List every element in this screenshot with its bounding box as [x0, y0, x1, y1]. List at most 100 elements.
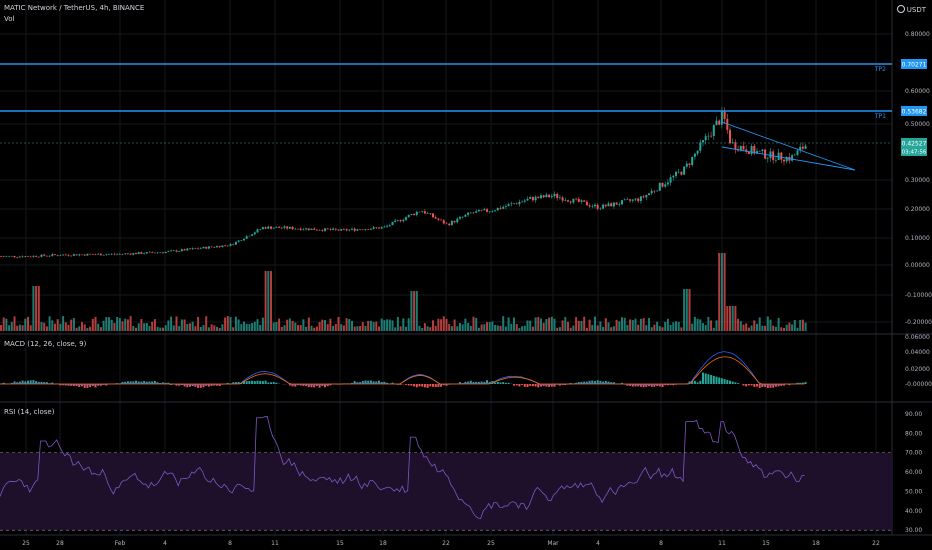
candle — [361, 229, 364, 231]
volume-bar — [399, 326, 402, 331]
macd-histogram-bar — [232, 382, 235, 384]
volume-bar — [337, 316, 340, 331]
macd-tick-label: 0.06000 — [905, 334, 930, 341]
macd-histogram-bar — [588, 380, 591, 384]
macd-histogram-bar — [243, 380, 245, 384]
candle — [213, 247, 216, 248]
volume-bar — [577, 320, 580, 331]
volume-bar — [102, 320, 105, 331]
time-tick-label: 18 — [379, 540, 387, 547]
macd-histogram-bar — [191, 384, 194, 387]
candle — [421, 211, 424, 212]
macd-histogram-bar — [148, 381, 151, 384]
candle — [10, 255, 13, 257]
volume-bar — [86, 327, 89, 331]
volume-bar — [221, 324, 224, 331]
volume-bars — [0, 253, 807, 331]
macd-histogram-bar — [758, 384, 761, 388]
volume-bar — [183, 319, 186, 331]
macd-histogram-bar — [86, 384, 89, 388]
candle — [693, 153, 696, 157]
price-tick-label: 0.10000 — [905, 235, 930, 242]
macd-histogram-bar — [766, 384, 769, 388]
candle — [494, 210, 497, 212]
candle — [634, 198, 637, 200]
volume-bar — [448, 323, 451, 331]
candle — [472, 212, 475, 214]
candle — [596, 204, 599, 209]
volume-bar — [35, 286, 38, 331]
macd-histogram-bar — [167, 382, 170, 384]
volume-bar — [383, 320, 386, 331]
volume-bar — [729, 306, 731, 331]
candle — [194, 248, 197, 249]
macd-histogram-bar — [369, 380, 372, 384]
candle — [388, 225, 391, 226]
candle — [680, 171, 683, 175]
volume-bar — [267, 271, 270, 331]
candle — [507, 204, 510, 207]
volume-bar — [585, 327, 588, 331]
candle — [437, 218, 440, 220]
macd-histogram-bar — [469, 380, 472, 384]
macd-histogram-bar — [429, 384, 432, 387]
volume-bar — [210, 324, 213, 331]
macd-histogram-bar — [531, 384, 534, 387]
candle — [5, 256, 8, 257]
volume-bar — [410, 291, 413, 331]
volume-bar — [583, 316, 586, 331]
volume-bar — [54, 323, 56, 331]
macd-histogram-bar — [151, 381, 154, 384]
volume-bar — [731, 306, 734, 331]
macd-histogram-bar — [731, 381, 734, 384]
volume-bar — [351, 320, 353, 331]
candle — [612, 202, 615, 207]
macd-histogram-bar — [621, 382, 623, 384]
candle — [459, 216, 461, 219]
volume-bar — [256, 319, 259, 331]
candle — [642, 196, 645, 198]
volume-bar — [421, 327, 424, 331]
candle — [658, 182, 661, 191]
volume-bar — [194, 326, 197, 331]
candle — [140, 252, 143, 254]
candle — [413, 213, 416, 215]
volume-bar — [388, 319, 391, 331]
macd-histogram-bar — [545, 384, 548, 387]
volume-bar — [189, 323, 191, 331]
macd-histogram-bar — [645, 384, 648, 387]
macd-histogram-bar — [51, 382, 54, 384]
candle — [434, 217, 437, 219]
macd-tick-label: 0.02000 — [905, 366, 930, 373]
volume-bar — [553, 318, 556, 331]
volume-bar — [407, 318, 410, 331]
currency-selector[interactable]: USDT — [896, 5, 926, 14]
macd-histogram-bar — [699, 380, 702, 384]
macd-histogram-bar — [143, 381, 146, 384]
time-tick-label: Feb — [115, 540, 126, 547]
volume-bar — [2, 317, 5, 331]
candle — [367, 229, 370, 230]
candle — [691, 156, 694, 166]
candle — [753, 145, 756, 154]
candle — [27, 256, 29, 257]
candle — [83, 254, 86, 256]
macd-histogram-bar — [523, 384, 526, 387]
macd-histogram-bar — [437, 384, 440, 387]
volume-bar — [353, 326, 356, 331]
currency-icon — [896, 5, 905, 13]
candle — [477, 209, 480, 212]
time-tick-label: 25 — [22, 540, 30, 547]
candle — [286, 226, 289, 229]
volume-bar — [59, 323, 62, 331]
candle — [585, 201, 588, 206]
volume-bar — [569, 327, 572, 331]
volume-bar — [110, 319, 113, 331]
candle — [567, 200, 569, 202]
macd-histogram-bar — [367, 380, 370, 384]
candle — [577, 198, 580, 202]
rsi-band — [0, 452, 892, 531]
volume-bar — [378, 326, 380, 331]
volume-bar — [558, 327, 561, 331]
